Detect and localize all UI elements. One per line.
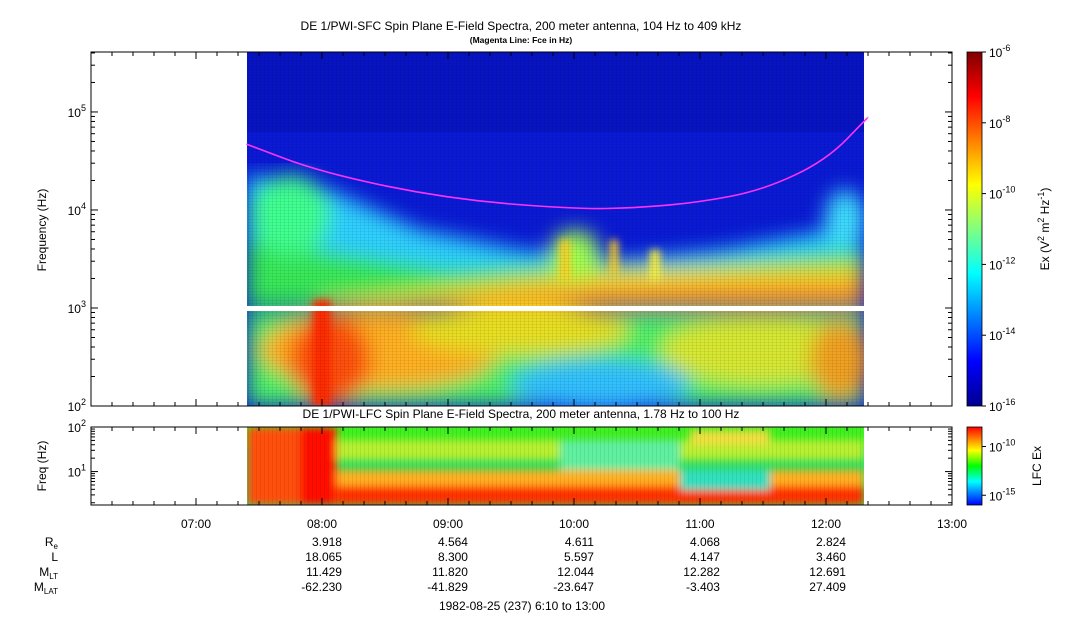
sfc-colorbar-tick-label: 10-8 <box>989 114 1010 131</box>
sfc-y-tick-label: 103 <box>68 299 86 316</box>
sfc-y-tick-label: 102 <box>68 397 86 414</box>
sfc-y-axis: 102 103 104 105 <box>68 52 952 414</box>
time-tick-label: 12:00 <box>811 517 841 531</box>
sfc-chart-title: DE 1/PWI-SFC Spin Plane E-Field Spectra,… <box>301 19 742 33</box>
ephemeris-row-label: MLAT <box>34 580 58 596</box>
ephemeris-value: -62.230 <box>301 580 342 594</box>
lfc-colorbar-tick-label: 10-10 <box>989 438 1015 455</box>
sfc-colorbar-tick-label: 10-10 <box>989 185 1015 202</box>
time-tick-label: 13:00 <box>937 517 967 531</box>
time-tick-label: 08:00 <box>307 517 337 531</box>
sfc-colorbar-ticks: 10-6 10-8 10-10 10-12 10-14 10-16 <box>982 43 1015 414</box>
ephemeris-value: -23.647 <box>553 580 594 594</box>
ephemeris-value: 2.824 <box>816 535 846 549</box>
sfc-colorbar-tick-label: 10-16 <box>989 397 1015 414</box>
ephemeris-row-label: Re <box>45 535 59 551</box>
lfc-y-axis-label: Freq (Hz) <box>35 441 49 492</box>
lfc-y-tick-label: 102 <box>68 418 86 435</box>
lfc-colorbar-tick-label: 10-15 <box>989 486 1015 503</box>
sfc-data-gap <box>247 306 864 311</box>
sfc-colorbar-tick-label: 10-12 <box>989 255 1015 272</box>
time-tick-label: 07:00 <box>181 517 211 531</box>
lfc-y-axis: 101 102 <box>68 418 952 504</box>
ephemeris-value: 4.068 <box>690 535 720 549</box>
time-range-label: 1982-08-25 (237) 6:10 to 13:00 <box>439 599 605 613</box>
lfc-chart-title: DE 1/PWI-LFC Spin Plane E-Field Spectra,… <box>303 407 740 421</box>
ephemeris-value: 12.691 <box>809 565 846 579</box>
sfc-y-tick-label: 104 <box>68 201 86 218</box>
fce-line <box>246 116 869 210</box>
sfc-colorbar <box>966 51 983 407</box>
ephemeris-value: 11.820 <box>432 565 468 579</box>
ephemeris-row-label: L <box>51 550 58 564</box>
sfc-colorbar-label: Ex (V2 m2 Hz-1) <box>1036 188 1052 271</box>
ephemeris-value: 5.597 <box>564 550 594 564</box>
sfc-colorbar-tick-label: 10-14 <box>989 326 1015 343</box>
lfc-y-tick-label: 101 <box>68 463 86 480</box>
sfc-plot-frame <box>90 51 953 407</box>
ephemeris-table: Re 3.918 4.564 4.611 4.068 2.824 L 18.065 8.300 5… <box>34 535 846 596</box>
lfc-plot-frame <box>90 426 953 506</box>
sfc-y-axis-label: Frequency (Hz) <box>35 189 49 272</box>
ephemeris-value: 12.044 <box>557 565 594 579</box>
lfc-colorbar <box>966 426 983 506</box>
time-axis: 07:00 08:00 09:00 10:00 11:00 12:00 13:00 <box>90 52 967 531</box>
time-tick-label: 11:00 <box>685 517 714 531</box>
sfc-y-tick-label: 105 <box>68 103 86 120</box>
ephemeris-value: 3.460 <box>816 550 846 564</box>
ephemeris-row-label: MLT <box>39 565 58 581</box>
lfc-colorbar-label: LFC Ex <box>1030 446 1044 486</box>
ephemeris-value: 4.564 <box>438 535 468 549</box>
time-tick-label: 09:00 <box>433 517 463 531</box>
ephemeris-value: -41.829 <box>427 580 468 594</box>
ephemeris-value: 12.282 <box>683 565 720 579</box>
sfc-chart-subtitle: (Magenta Line: Fce in Hz) <box>470 35 573 45</box>
ephemeris-value: 8.300 <box>438 550 468 564</box>
ephemeris-value: 4.611 <box>565 535 594 549</box>
ephemeris-value: 3.918 <box>312 535 342 549</box>
lfc-spectrogram-panel: DE 1/PWI-LFC Spin Plane E-Field Spectra,… <box>35 407 1044 506</box>
sfc-spectrogram-panel: DE 1/PWI-SFC Spin Plane E-Field Spectra,… <box>35 19 1052 414</box>
lfc-spectrogram-image <box>247 427 864 505</box>
ephemeris-value: -3.403 <box>686 580 720 594</box>
ephemeris-value: 18.065 <box>305 550 342 564</box>
sfc-spectrogram-image <box>247 52 864 406</box>
ephemeris-value: 27.409 <box>809 580 846 594</box>
ephemeris-value: 11.429 <box>306 565 342 579</box>
ephemeris-value: 4.147 <box>690 550 720 564</box>
time-tick-label: 10:00 <box>559 517 589 531</box>
lfc-colorbar-ticks: 10-10 10-15 <box>982 438 1015 503</box>
sfc-colorbar-tick-label: 10-6 <box>989 43 1010 60</box>
